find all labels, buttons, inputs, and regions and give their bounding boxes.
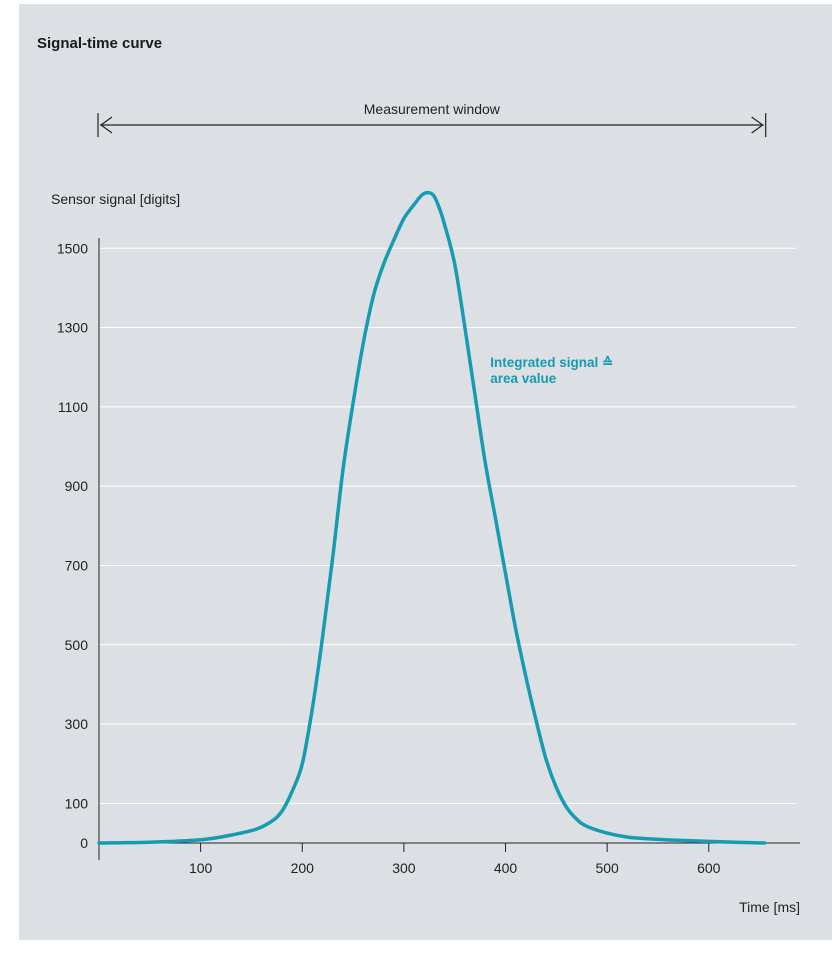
annotation-line-2: area value [490,371,557,386]
window-arrow-right [751,116,764,134]
annotation-line-1: Integrated signal ≙ [490,355,613,370]
axes [98,238,800,860]
x-tick-label-500: 500 [595,860,619,876]
window-arrow-left [99,116,113,134]
chart-title: Signal-time curve [37,35,163,52]
measurement-window [97,113,767,137]
y-tick-label-500: 500 [65,637,89,653]
x-tick-label-400: 400 [494,860,518,876]
chart-panel [19,4,832,940]
grid-layer [99,247,796,804]
y-tick-label-1500: 1500 [57,240,88,256]
y-tick-label-100: 100 [65,795,89,811]
x-tick-label-200: 200 [291,860,315,876]
y-tick-label-1300: 1300 [57,320,88,336]
y-tick-label-1100: 1100 [58,399,88,415]
y-tick-label-0: 0 [80,835,88,851]
label-layer: 0 100 300 500 700 900 1100 1300 1500 100 200 300 400… [51,101,800,915]
signal-curve [97,190,767,845]
y-tick-label-700: 700 [65,557,89,573]
x-axis-label: Time [ms] [739,899,800,915]
x-tick-label-300: 300 [392,860,416,876]
y-axis-label: Sensor signal [digits] [51,191,180,207]
x-tick-label-600: 600 [697,860,721,876]
window-label: Measurement window [364,101,501,117]
curve-layer [97,190,767,845]
y-tick-label-300: 300 [65,716,89,732]
y-tick-label-900: 900 [65,478,89,494]
x-tick-label-100: 100 [189,860,213,876]
